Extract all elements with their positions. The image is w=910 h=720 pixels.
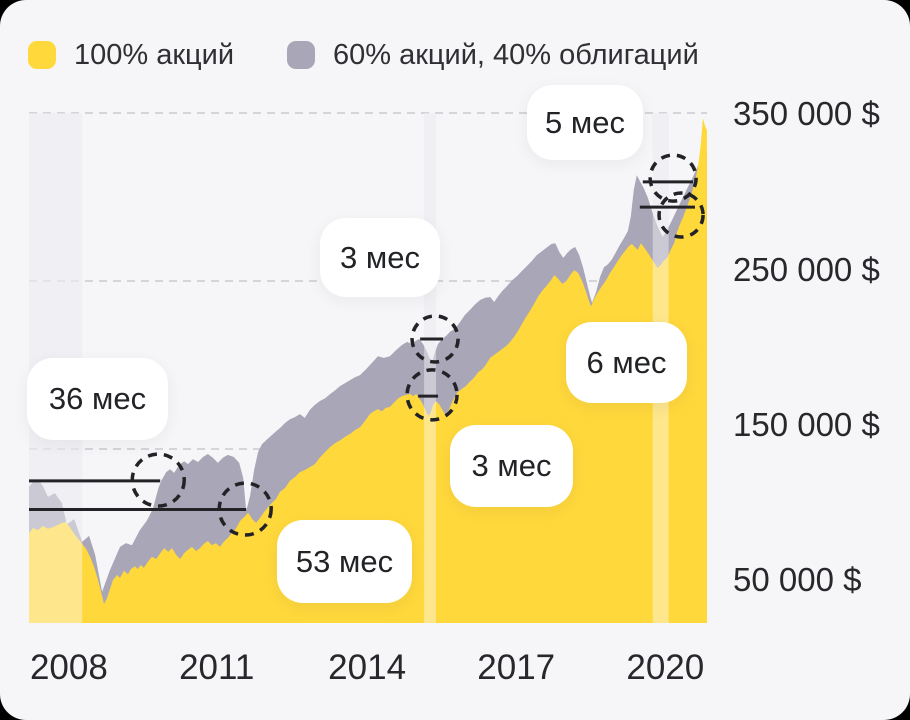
y-axis-label-150000: 150 000 $ bbox=[733, 406, 880, 443]
callout-3-мес: 3 мес bbox=[450, 425, 573, 507]
x-axis-label-2020: 2020 bbox=[626, 648, 705, 687]
x-axis-label-2011: 2011 bbox=[179, 648, 255, 687]
recovery-circle-6 bbox=[657, 191, 705, 239]
legend-swatch-icon bbox=[28, 41, 56, 69]
callout-5-мес: 5 мес bbox=[527, 85, 643, 160]
callout-3-мес: 3 мес bbox=[320, 218, 440, 297]
callout-6-мес: 6 мес bbox=[566, 322, 687, 403]
crisis-band-overlay-2 bbox=[424, 113, 437, 623]
callout-53-мес: 53 мес bbox=[277, 520, 412, 603]
recovery-circle-5 bbox=[648, 153, 698, 203]
y-axis-label-350000: 350 000 $ bbox=[733, 95, 880, 132]
x-axis-label-2008: 2008 bbox=[29, 648, 108, 687]
recovery-circle-1 bbox=[130, 452, 186, 508]
legend-label: 100% акций bbox=[74, 38, 235, 71]
legend-label: 60% акций, 40% облигаций bbox=[333, 38, 699, 71]
recovery-circle-4 bbox=[405, 368, 459, 422]
legend-item-100-stocks: 100% акций bbox=[28, 38, 234, 72]
recovery-circle-3 bbox=[410, 314, 460, 364]
y-axis-label-250000: 250 000 $ bbox=[733, 251, 880, 288]
callout-36-мес: 36 мес bbox=[27, 358, 168, 440]
legend-item-60-40-portfolio: 60% акций, 40% облигаций bbox=[287, 38, 699, 72]
legend: 100% акций 60% акций, 40% облигаций bbox=[0, 38, 910, 74]
y-axis-label-50000: 50 000 $ bbox=[733, 561, 862, 598]
x-axis-label-2014: 2014 bbox=[328, 648, 407, 687]
legend-swatch-icon bbox=[287, 41, 315, 69]
recovery-circle-2 bbox=[217, 481, 273, 537]
x-axis-label-2017: 2017 bbox=[477, 648, 556, 687]
